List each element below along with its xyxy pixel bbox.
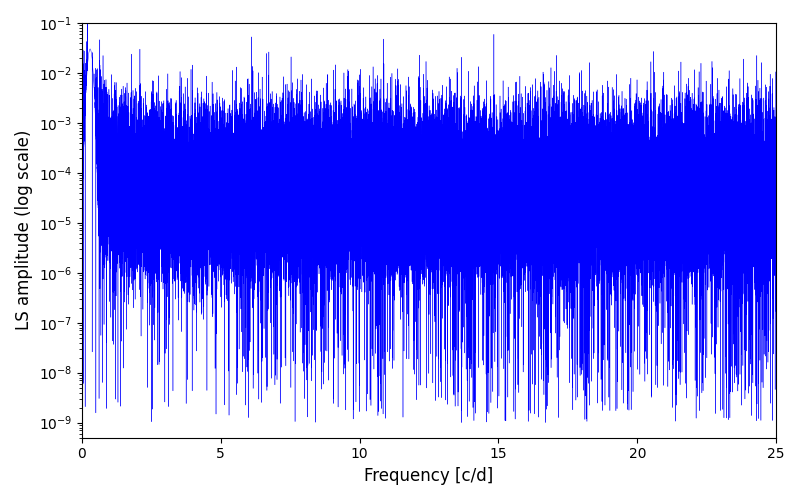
Y-axis label: LS amplitude (log scale): LS amplitude (log scale) [15, 130, 33, 330]
X-axis label: Frequency [c/d]: Frequency [c/d] [364, 467, 494, 485]
